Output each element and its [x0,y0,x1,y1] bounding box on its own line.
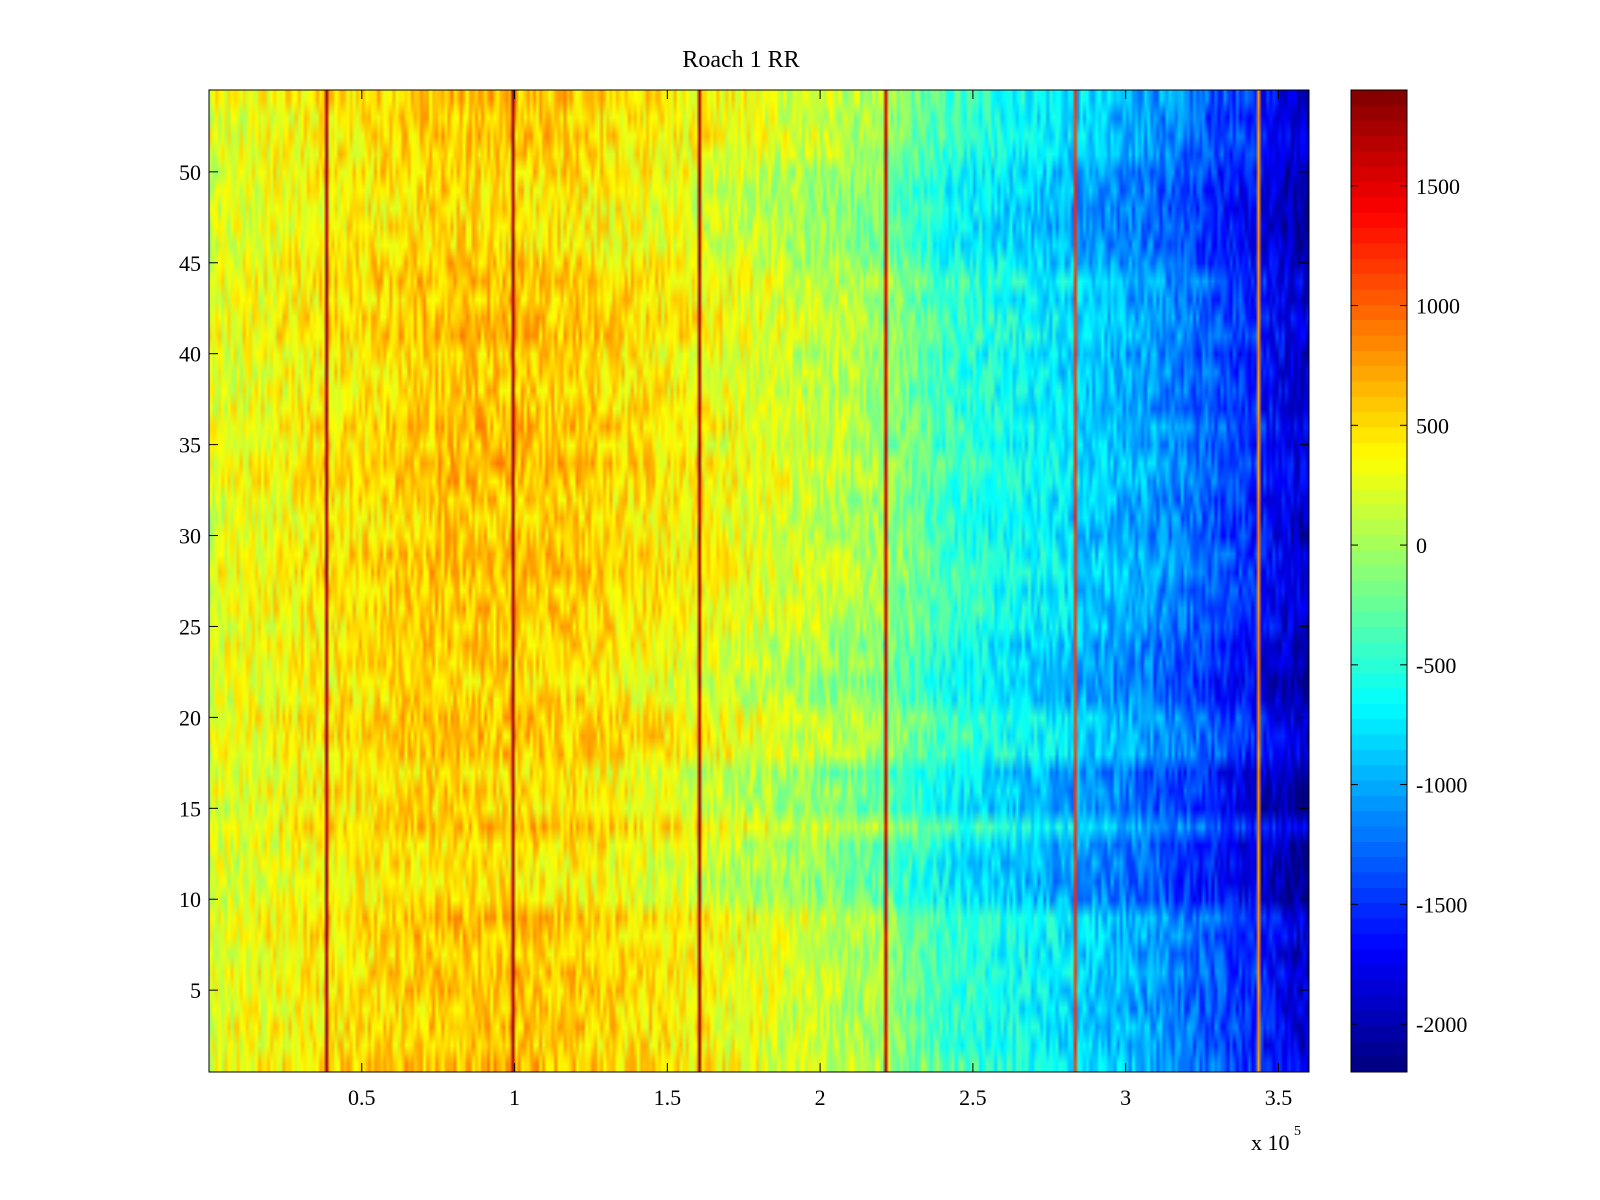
x-tick-label: 2 [815,1085,826,1110]
colorbar-tick-label: -1500 [1416,892,1467,917]
y-tick-label: 45 [179,251,201,276]
plot-frame [208,89,1310,1073]
y-tick-label: 50 [179,160,201,185]
x-tick-label: 3 [1120,1085,1131,1110]
plot-area [208,89,1310,1073]
colorbar-tick-label: 1000 [1416,294,1460,319]
y-tick-label: 30 [179,524,201,549]
heatmap-image [209,90,1309,1072]
colorbar-tick-label: 0 [1416,533,1427,558]
colorbar [1350,89,1408,1073]
colorbar-tick-label: 500 [1416,413,1449,438]
colorbar-tick-label: -2000 [1416,1012,1467,1037]
x-tick-label: 3.5 [1265,1085,1293,1110]
colorbar-image [1351,90,1407,1072]
colorbar-tick-label: 1500 [1416,174,1460,199]
x-tick-label: 0.5 [348,1085,376,1110]
x-exponent-label: x 10 [1251,1130,1290,1155]
y-tick-label: 5 [190,978,201,1003]
y-tick-label: 15 [179,796,201,821]
colorbar-tick-label: -500 [1416,653,1456,678]
x-tick-label: 1.5 [654,1085,682,1110]
x-axis: 0.5 1 1.5 2 2.5 3 3.5 [348,90,1292,1110]
y-tick-label: 40 [179,342,201,367]
colorbar-axis: 1500 1000 500 0 -500 -1000 -1500 -2000 [1351,174,1467,1037]
y-tick-label: 20 [179,705,201,730]
x-tick-label: 1 [509,1085,520,1110]
y-tick-label: 10 [179,887,201,912]
colorbar-frame [1350,89,1408,1073]
y-tick-label: 25 [179,614,201,639]
y-axis: 5 10 15 20 25 30 35 40 45 50 [179,160,1309,1003]
x-tick-label: 2.5 [959,1085,987,1110]
x-exponent: 5 [1294,1124,1301,1139]
chart-title: Roach 1 RR [682,47,799,73]
colorbar-tick-label: -1000 [1416,773,1467,798]
y-tick-label: 35 [179,433,201,458]
